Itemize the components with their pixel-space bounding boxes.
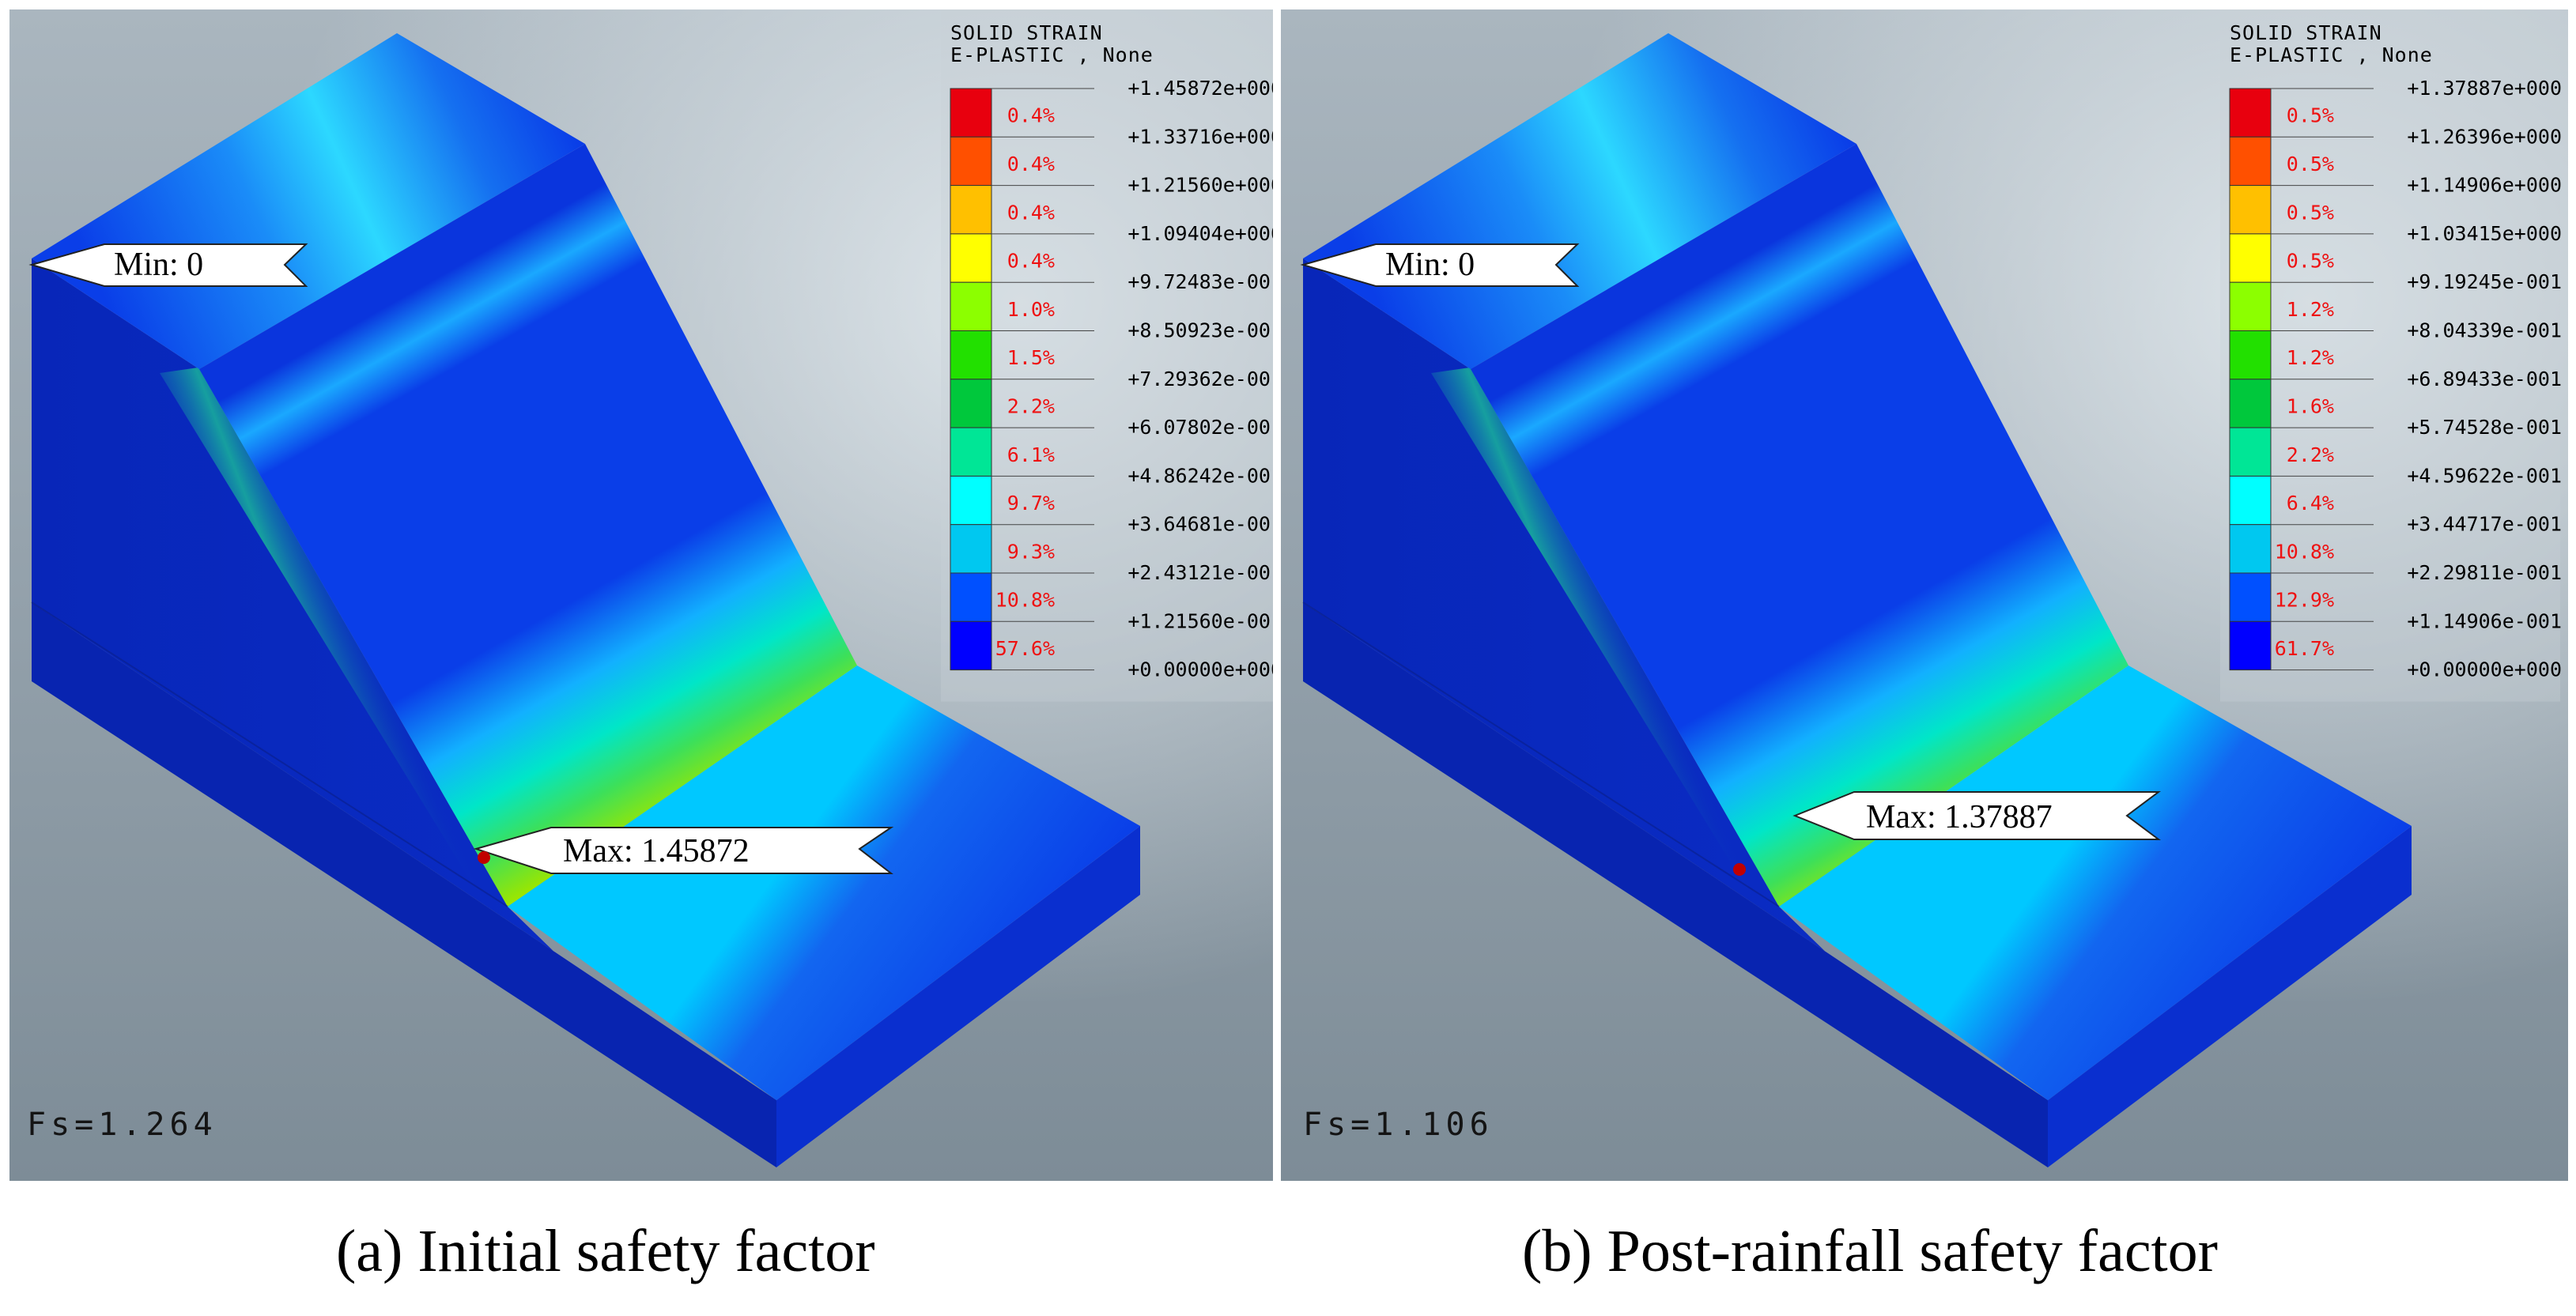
max-label: Max: 1.37887 — [1866, 799, 2053, 835]
legend-percent: 10.8% — [995, 589, 1055, 612]
legend-percent: 1.2% — [2287, 346, 2334, 369]
max-point-marker — [1733, 863, 1746, 876]
safety-factor-label: Fs=1.106 — [1303, 1107, 1494, 1143]
panel-post-rainfall: Min: 0 Max: 1.37887 0.5% 0.5% 0.5% 0.5% 1.2%… — [1281, 9, 2568, 1181]
legend-percent: 0.4% — [1007, 153, 1055, 175]
safety-factor-label: Fs=1.264 — [27, 1107, 217, 1143]
legend-swatch — [2229, 572, 2272, 622]
legend-percent: 6.4% — [2287, 492, 2334, 515]
legend-value: +1.14906e+000 — [2407, 174, 2562, 197]
legend-swatch — [2229, 427, 2272, 477]
legend-value: +9.72483e-001 — [1127, 270, 1273, 293]
legend-value: +1.37887e+000 — [2407, 77, 2562, 100]
legend-swatch — [2229, 185, 2272, 235]
legend-value: +5.74528e-001 — [2407, 416, 2562, 439]
legend-percent: 10.8% — [2275, 540, 2334, 563]
legend-percent: 1.2% — [2287, 298, 2334, 321]
legend-percent: 12.9% — [2275, 589, 2334, 612]
legend-backdrop — [2220, 9, 2560, 702]
legend-swatch — [950, 524, 992, 574]
legend-percent: 1.5% — [1007, 346, 1055, 369]
legend-percent: 0.5% — [2287, 153, 2334, 175]
legend-swatch — [950, 88, 992, 138]
slope-model-view: Min: 0 Max: 1.37887 0.5% 0.5% 0.5% 0.5% 1.2%… — [1281, 9, 2568, 1181]
slope-model-view: Min: 0 Max: 1.45872 0.4% 0.4% 0.4% 0.4% 1.0%… — [9, 9, 1273, 1181]
legend-value: +4.59622e-001 — [2407, 464, 2562, 487]
legend-percent: 2.2% — [1007, 394, 1055, 417]
legend-swatch — [2229, 88, 2272, 138]
legend-swatch — [2229, 475, 2272, 526]
legend-value: +0.00000e+000 — [1127, 658, 1273, 681]
legend-percent: 61.7% — [2275, 637, 2334, 660]
legend-value: +6.89433e-001 — [2407, 368, 2562, 390]
legend-value: +1.26396e+000 — [2407, 125, 2562, 148]
legend-value: +1.09404e+000 — [1127, 222, 1273, 245]
legend-value: +3.44717e-001 — [2407, 513, 2562, 536]
legend-value: +1.21560e+000 — [1127, 174, 1273, 197]
legend-swatch — [2229, 524, 2272, 574]
legend-percent: 1.0% — [1007, 298, 1055, 321]
legend-value: +0.00000e+000 — [2407, 658, 2562, 681]
legend-swatch — [2229, 281, 2272, 332]
legend-value: +6.07802e-001 — [1127, 416, 1273, 439]
legend-value: +8.04339e-001 — [2407, 319, 2562, 342]
legend-value: +1.33716e+000 — [1127, 125, 1273, 148]
legend-percent: 0.5% — [2287, 104, 2334, 127]
legend-percent: 6.1% — [1007, 443, 1055, 466]
min-label: Min: 0 — [114, 247, 203, 283]
legend-value: +2.43121e-001 — [1127, 561, 1273, 584]
legend-percent: 0.5% — [2287, 250, 2334, 273]
legend-value: +9.19245e-001 — [2407, 270, 2562, 293]
legend-value: +1.03415e+000 — [2407, 222, 2562, 245]
legend-percent: 9.3% — [1007, 540, 1055, 563]
legend-swatch — [950, 427, 992, 477]
legend-percent: 57.6% — [995, 637, 1055, 660]
legend-percent: 0.4% — [1007, 201, 1055, 224]
max-label: Max: 1.45872 — [563, 833, 750, 869]
legend-title: SOLID STRAIN E-PLASTIC , None — [2230, 21, 2433, 66]
legend-swatch — [2229, 233, 2272, 283]
legend-percent: 9.7% — [1007, 492, 1055, 515]
max-callout — [473, 827, 894, 874]
min-label: Min: 0 — [1385, 247, 1475, 283]
legend-swatch — [950, 281, 992, 332]
legend-swatch — [950, 136, 992, 187]
min-callout — [1300, 243, 1580, 287]
legend-swatch — [950, 330, 992, 380]
legend-swatch — [950, 379, 992, 428]
legend-swatch — [2229, 330, 2272, 380]
legend-percent: 1.6% — [2287, 394, 2334, 417]
legend-swatch — [950, 620, 992, 671]
legend-swatch — [950, 475, 992, 526]
max-point-marker — [478, 851, 490, 864]
legend-title: SOLID STRAIN E-PLASTIC , None — [950, 21, 1154, 66]
legend-color-scale: 0.5% 0.5% 0.5% 0.5% 1.2% 1.2% 1.6% 2.2% 6.4% 10.8… — [2220, 9, 2562, 702]
legend-value: +1.14906e-001 — [2407, 609, 2562, 632]
caption-initial: (a) Initial safety factor — [336, 1218, 875, 1284]
legend-swatch — [950, 185, 992, 235]
legend-swatch — [2229, 620, 2272, 671]
legend-value: +2.29811e-001 — [2407, 561, 2562, 584]
min-callout — [28, 243, 308, 287]
legend-value: +1.21560e-001 — [1127, 609, 1273, 632]
legend-value: +3.64681e-001 — [1127, 513, 1273, 536]
legend-backdrop — [941, 9, 1273, 702]
legend-swatch — [2229, 379, 2272, 428]
legend-value: +1.45872e+000 — [1127, 77, 1273, 100]
legend-value: +8.50923e-001 — [1127, 319, 1273, 342]
legend-percent: 0.5% — [2287, 201, 2334, 224]
legend-swatch — [950, 233, 992, 283]
legend-percent: 0.4% — [1007, 250, 1055, 273]
max-callout — [1792, 791, 2161, 840]
legend-value: +7.29362e-001 — [1127, 368, 1273, 390]
legend-swatch — [2229, 136, 2272, 187]
legend-percent: 2.2% — [2287, 443, 2334, 466]
legend-percent: 0.4% — [1007, 104, 1055, 127]
legend-value: +4.86242e-001 — [1127, 464, 1273, 487]
legend-swatch — [950, 572, 992, 622]
panel-initial: Min: 0 Max: 1.45872 0.4% 0.4% 0.4% 0.4% 1.0%… — [9, 9, 1273, 1181]
caption-post-rainfall: (b) Post-rainfall safety factor — [1522, 1218, 2218, 1284]
legend-color-scale: 0.4% 0.4% 0.4% 0.4% 1.0% 1.5% 2.2% 6.1% 9.7% 9.3%… — [941, 9, 1273, 702]
